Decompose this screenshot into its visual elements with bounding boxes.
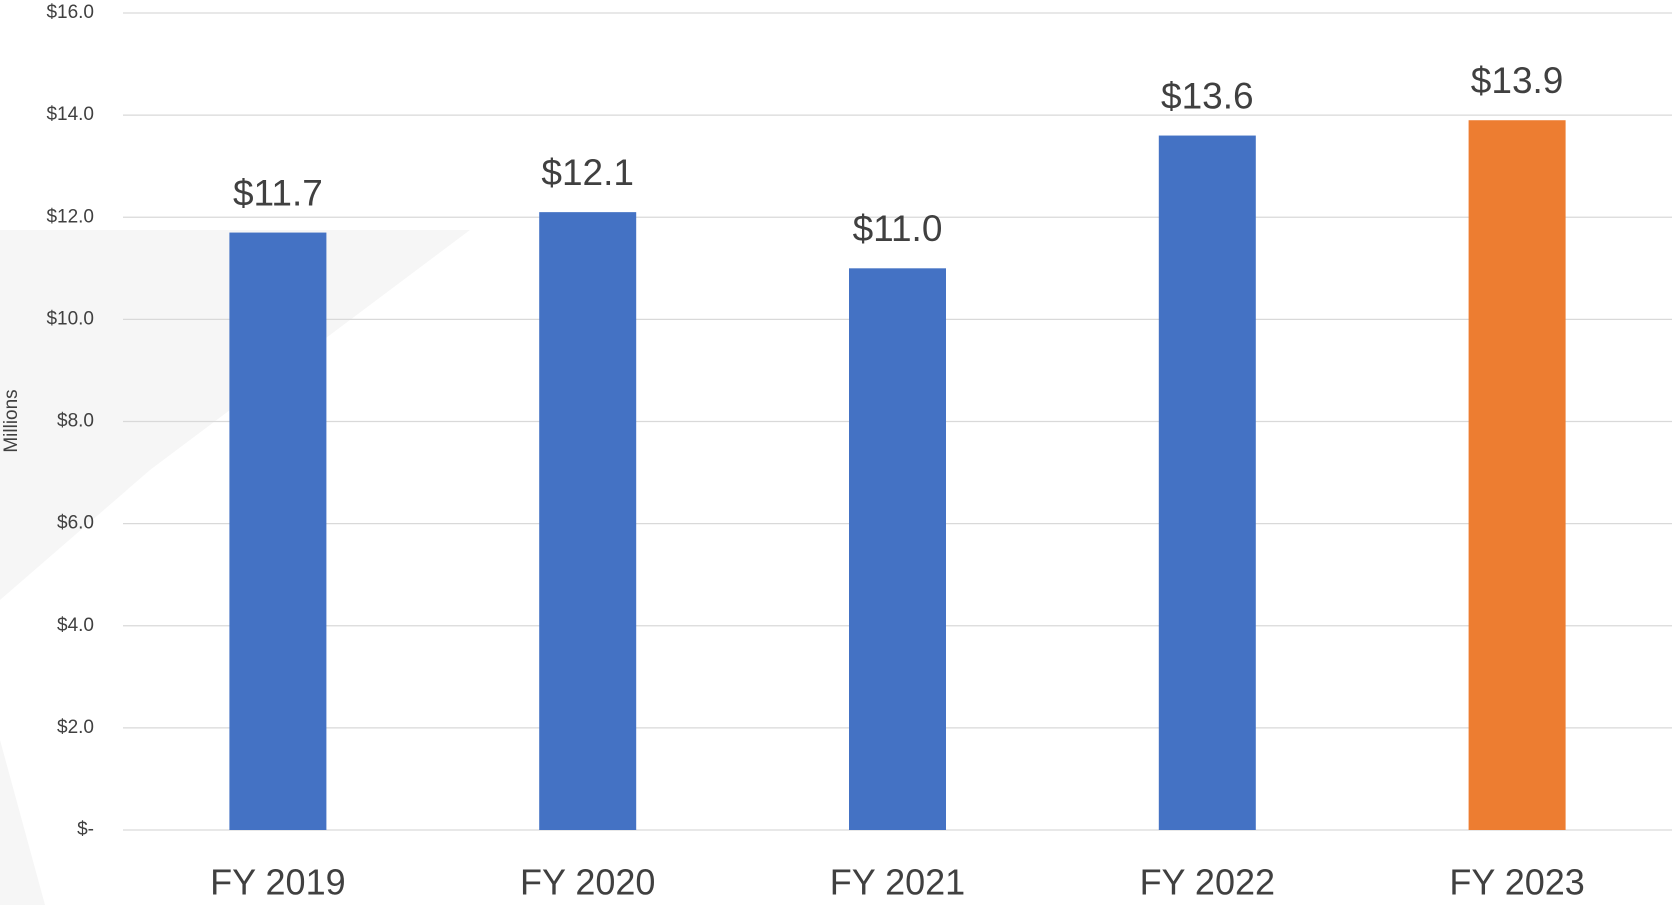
y-tick-label: $8.0 [57, 411, 94, 432]
y-tick-label: $6.0 [57, 513, 94, 534]
x-tick-label: FY 2023 [1449, 862, 1584, 903]
value-label: $13.9 [1471, 60, 1564, 101]
bar [849, 268, 946, 830]
bar [1158, 135, 1256, 831]
y-tick-label: $2.0 [57, 717, 94, 738]
bar [1468, 120, 1566, 830]
value-label: $11.0 [853, 208, 943, 249]
x-tick-label: FY 2022 [1140, 862, 1275, 903]
x-tick-label: FY 2021 [830, 862, 965, 903]
y-tick-label: $14.0 [46, 104, 94, 125]
value-label: $12.1 [541, 152, 634, 193]
background-decoration [0, 230, 470, 600]
value-label: $11.7 [233, 172, 323, 213]
background-decoration [0, 740, 45, 905]
y-tick-label: $10.0 [46, 308, 94, 329]
value-label: $13.6 [1161, 75, 1254, 116]
y-tick-label: $16.0 [46, 2, 94, 23]
y-axis-label: Millions [1, 389, 22, 452]
x-tick-label: FY 2020 [520, 862, 655, 903]
y-tick-label: $- [77, 819, 94, 840]
bar [539, 212, 637, 831]
x-tick-label: FY 2019 [210, 862, 345, 903]
y-tick-label: $12.0 [46, 206, 94, 227]
y-tick-label: $4.0 [57, 615, 94, 636]
bar [229, 232, 327, 831]
